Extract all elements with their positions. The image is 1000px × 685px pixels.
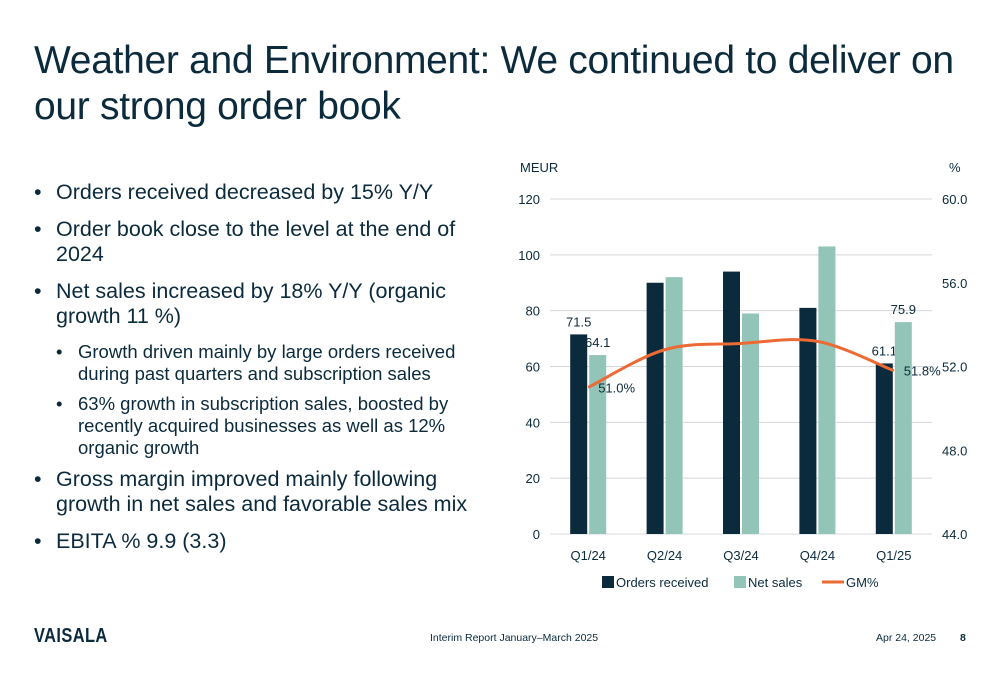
bar-orders-received xyxy=(799,307,817,534)
y-tick-label: 80 xyxy=(526,304,540,319)
bar-orders-received xyxy=(646,282,664,534)
sub-bullet-subscription-growth: 63% growth in subscription sales, booste… xyxy=(34,393,494,459)
y2-tick-label: 56.0 xyxy=(942,276,967,291)
bullet-list: Orders received decreased by 15% Y/Y Ord… xyxy=(34,180,494,566)
gm-line xyxy=(587,338,895,389)
y-tick-label: 120 xyxy=(518,192,540,207)
label-orders-received: 61.1 xyxy=(872,343,897,358)
bar-net-sales xyxy=(589,355,607,534)
vaisala-logo: VAISALA xyxy=(34,625,108,647)
y-tick-label: 20 xyxy=(526,471,540,486)
y2-tick-label: 60.0 xyxy=(942,192,967,207)
y-tick-label: 40 xyxy=(526,415,540,430)
sub-bullet-growth-driven: Growth driven mainly by large orders rec… xyxy=(34,341,494,385)
legend-label-net-sales: Net sales xyxy=(748,575,803,590)
bar-net-sales xyxy=(742,313,759,534)
legend-label-gm: GM% xyxy=(846,575,879,590)
bar-orders-received xyxy=(723,271,740,534)
bullet-orders-received: Orders received decreased by 15% Y/Y xyxy=(34,180,494,205)
label-net-sales: 64.1 xyxy=(585,335,610,350)
label-gm: 51.0% xyxy=(598,380,635,395)
x-tick-label: Q1/24 xyxy=(570,548,605,563)
legend-swatch-net-sales xyxy=(734,576,746,588)
slide-title: Weather and Environment: We continued to… xyxy=(34,39,954,128)
bullet-gross-margin: Gross margin improved mainly following g… xyxy=(34,467,494,517)
bullet-order-book: Order book close to the level at the end… xyxy=(34,217,494,267)
footer-report-title: Interim Report January–March 2025 xyxy=(430,632,599,644)
y2-tick-label: 44.0 xyxy=(942,527,967,542)
label-net-sales: 75.9 xyxy=(891,302,916,317)
y-tick-label: 100 xyxy=(518,248,540,263)
y-tick-label: 0 xyxy=(533,527,540,542)
legend-label-orders-received: Orders received xyxy=(616,575,708,590)
y2-tick-label: 48.0 xyxy=(942,443,967,458)
y-tick-label: 60 xyxy=(526,360,540,375)
bar-net-sales xyxy=(894,322,912,534)
bullet-ebita: EBITA % 9.9 (3.3) xyxy=(34,529,494,554)
label-gm: 51.8% xyxy=(904,364,941,379)
bar-orders-received xyxy=(570,334,588,534)
x-tick-label: Q1/25 xyxy=(876,548,911,563)
legend-swatch-orders-received xyxy=(602,576,614,588)
orders-sales-gm-chart: 0 20 40 60 80 100 120 44.0 48.0 52.0 56.0 60.0 MEUR%… xyxy=(518,160,967,590)
footer-page-number: 8 xyxy=(960,632,966,644)
label-orders-received: 71.5 xyxy=(566,314,591,329)
y2-tick-label: 52.0 xyxy=(942,360,967,375)
bullet-net-sales: Net sales increased by 18% Y/Y (organic … xyxy=(34,279,494,329)
y-axis-label: MEUR xyxy=(520,160,558,175)
footer-date: Apr 24, 2025 xyxy=(876,632,937,644)
bar-orders-received xyxy=(875,363,893,534)
bar-net-sales xyxy=(818,246,836,534)
x-tick-label: Q4/24 xyxy=(800,548,835,563)
bar-net-sales xyxy=(665,277,683,534)
y2-axis-label: % xyxy=(949,160,961,175)
x-tick-label: Q3/24 xyxy=(723,548,758,563)
x-tick-label: Q2/24 xyxy=(647,548,682,563)
